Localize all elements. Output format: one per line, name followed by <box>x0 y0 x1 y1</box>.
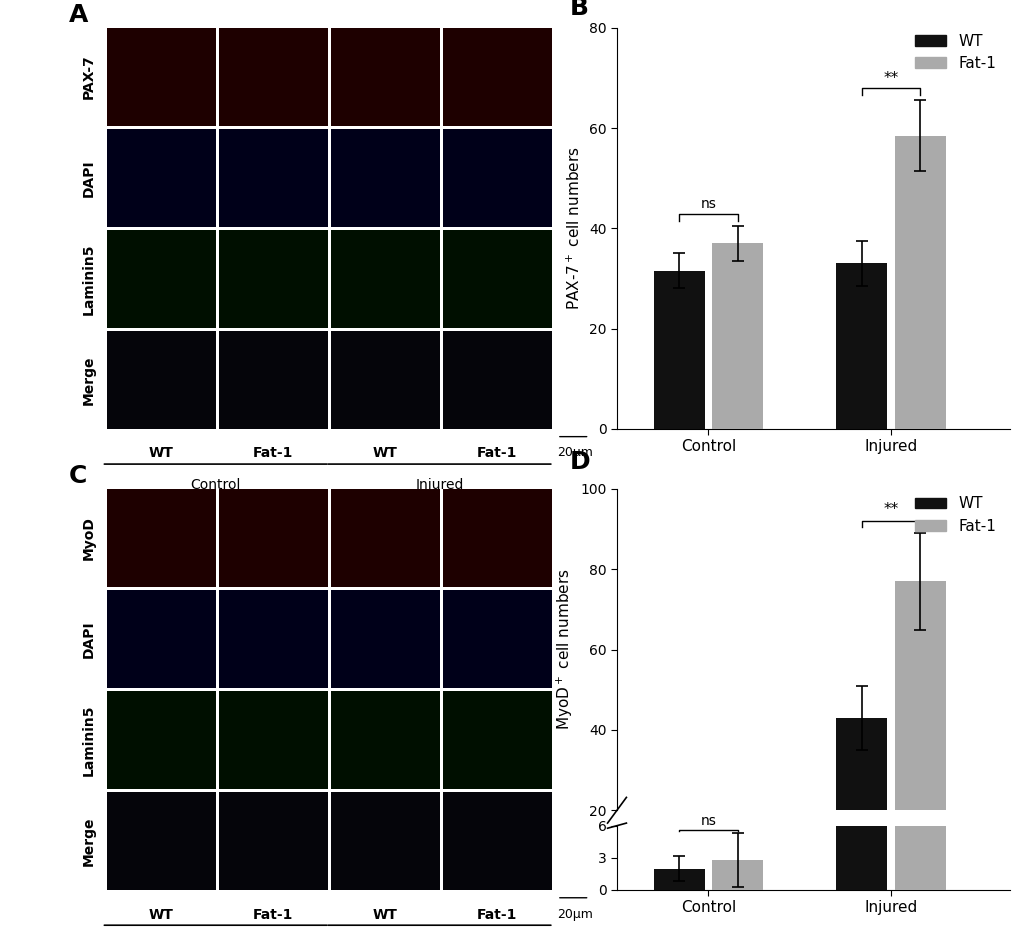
Bar <box>836 717 887 891</box>
Text: Fat-1: Fat-1 <box>253 908 293 921</box>
Text: A: A <box>69 4 89 27</box>
Bar <box>711 244 762 429</box>
Text: ns: ns <box>700 814 715 828</box>
Y-axis label: MyoD$^+$ cell numbers: MyoD$^+$ cell numbers <box>553 569 574 730</box>
Text: WT: WT <box>372 447 397 461</box>
Legend: WT, Fat-1: WT, Fat-1 <box>908 490 1002 540</box>
Bar <box>653 883 704 891</box>
Text: Fat-1: Fat-1 <box>477 908 517 921</box>
Text: MyoD: MyoD <box>83 515 96 560</box>
Text: Laminin5: Laminin5 <box>83 243 96 314</box>
Bar <box>836 429 887 890</box>
Text: 20μm: 20μm <box>556 908 592 921</box>
Text: Merge: Merge <box>83 817 96 866</box>
Text: Fat-1: Fat-1 <box>477 447 517 461</box>
Bar <box>711 860 762 890</box>
Text: Merge: Merge <box>83 355 96 405</box>
Bar <box>894 581 945 891</box>
Text: **: ** <box>882 502 898 517</box>
Text: ns: ns <box>700 197 715 211</box>
Text: Fat-1: Fat-1 <box>253 447 293 461</box>
Y-axis label: PAX-7$^+$ cell numbers: PAX-7$^+$ cell numbers <box>566 146 583 311</box>
Bar <box>653 869 704 890</box>
Text: PAX-7: PAX-7 <box>83 54 96 99</box>
Text: B: B <box>570 0 588 19</box>
Text: **: ** <box>882 70 898 86</box>
Text: WT: WT <box>372 908 397 921</box>
Bar <box>653 271 704 429</box>
Text: Laminin5: Laminin5 <box>83 705 96 776</box>
Bar <box>836 263 887 429</box>
Text: DAPI: DAPI <box>83 620 96 657</box>
Text: DAPI: DAPI <box>83 159 96 197</box>
Bar <box>711 880 762 891</box>
Bar <box>894 65 945 890</box>
Legend: WT, Fat-1: WT, Fat-1 <box>908 28 1002 77</box>
Text: D: D <box>570 451 590 475</box>
Text: C: C <box>69 464 88 489</box>
Text: 20μm: 20μm <box>556 447 592 460</box>
Bar <box>894 135 945 429</box>
Text: WT: WT <box>149 447 173 461</box>
Text: WT: WT <box>149 908 173 921</box>
Text: Injured: Injured <box>415 477 464 492</box>
Text: Control: Control <box>191 477 240 492</box>
